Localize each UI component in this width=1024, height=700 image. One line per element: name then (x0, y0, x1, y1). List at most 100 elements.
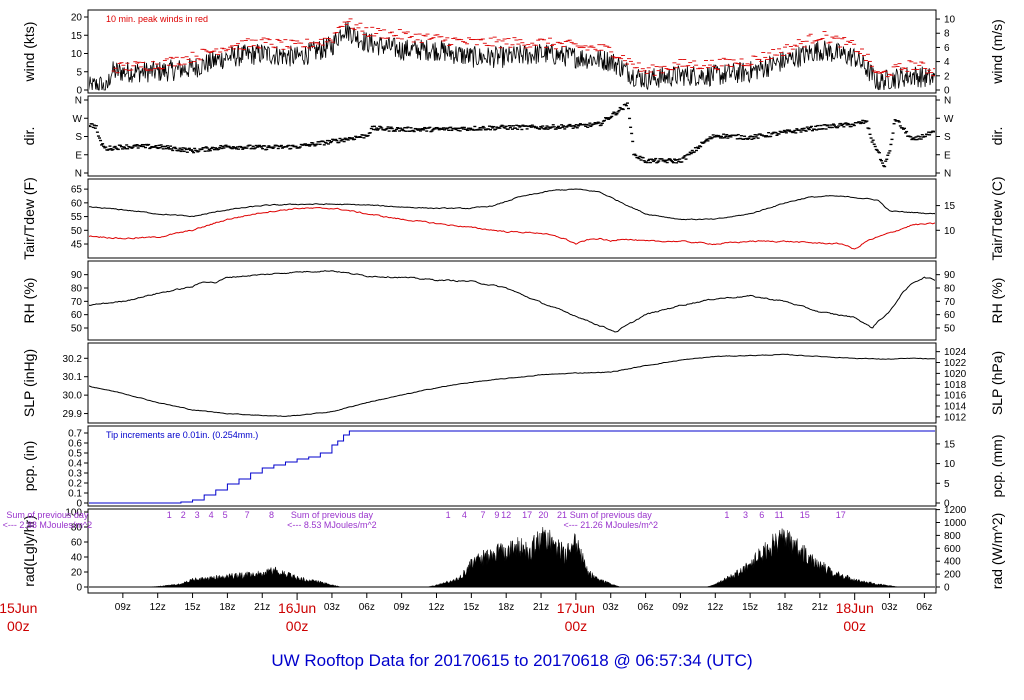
pcp-ytick-label-left: 0.2 (68, 479, 82, 490)
rad-hour-mark: 6 (759, 510, 764, 520)
rad-hour-mark: 8 (269, 510, 274, 520)
day-label-hour: 00z (286, 618, 309, 634)
rh-ytick-label-right: 90 (944, 270, 956, 281)
pcp-ytick-label-right: 10 (944, 459, 956, 470)
time-tick-label: 21z (254, 602, 270, 613)
rh-ytick-label-right: 60 (944, 310, 956, 321)
dir-ytick-label-left: N (75, 169, 82, 180)
temp-ytick-label-left: 45 (71, 240, 83, 251)
day-label-hour: 00z (7, 618, 30, 634)
wind-ytick-label-right: 2 (944, 71, 950, 82)
slp-ytick-label-left: 30.0 (63, 391, 83, 402)
temp-series-2 (89, 206, 935, 250)
rad-daily-sum-value: <--- 2.88 MJoules/m^2 (3, 520, 93, 530)
rh-ytick-label-left: 60 (71, 310, 83, 321)
time-tick-label: 12z (707, 602, 723, 613)
time-tick-label: 03z (324, 602, 340, 613)
pcp-frame (87, 425, 937, 507)
rad-hour-mark: 21 (557, 510, 567, 520)
panel-temp: Tair/Tdew (F) Tair/Tdew (C) 45 50 55 60 65 10 15 (21, 176, 1005, 260)
wind-ytick-label-right: 8 (944, 29, 950, 40)
time-tick-label: 15z (742, 602, 758, 613)
dir-series-group (89, 102, 935, 168)
pcp-ytick-label-left: 0.7 (68, 429, 82, 440)
wind-ytick-label-right: 6 (944, 43, 950, 54)
pcp-series-group (89, 430, 935, 504)
panel-rad: rad(Lgly/hr) rad (W/m^2)02040608010002004… (3, 505, 1005, 594)
slp-ytick-label-right: 1022 (944, 358, 967, 369)
wind-annotation: 10 min. peak winds in red (106, 14, 208, 24)
slp-series-1 (89, 353, 935, 417)
rh-ytick-label-left: 70 (71, 297, 83, 308)
rh-ylabel-left: RH (%) (21, 278, 37, 324)
time-tick-label: 15z (463, 602, 479, 613)
pcp-ytick-label-left: 0.1 (68, 489, 82, 500)
rh-series-1 (89, 270, 935, 333)
temp-ylabel-left: Tair/Tdew (F) (21, 177, 37, 259)
rad-hour-mark: 2 (181, 510, 186, 520)
time-tick-label: 03z (881, 602, 897, 613)
temp-ytick-label-left: 55 (71, 212, 83, 223)
time-tick-label: 18z (219, 602, 235, 613)
rad-series-1 (89, 526, 935, 588)
wind-ytick-label-left: 0 (76, 86, 82, 97)
dir-ylabel-right: dir. (989, 127, 1005, 146)
rad-ytick-label-left: 60 (71, 538, 83, 549)
rad-ytick-label-right: 200 (944, 570, 961, 581)
time-tick-label: 09z (115, 602, 131, 613)
pcp-ylabel-right: pcp. (mm) (989, 435, 1005, 498)
rh-ytick-label-right: 70 (944, 297, 956, 308)
rad-ytick-label-right: 400 (944, 557, 961, 568)
slp-ytick-label-right: 1024 (944, 347, 967, 358)
pcp-ytick-label-right: 0 (944, 499, 950, 510)
rad-hour-mark: 12 (501, 510, 511, 520)
rad-daily-sum-value: <--- 21.26 MJoules/m^2 (563, 520, 658, 530)
wind-series-1 (89, 21, 935, 91)
rad-hour-mark: 11 (775, 510, 784, 520)
temp-ytick-label-right: 10 (944, 226, 956, 237)
pcp-ylabel-left: pcp. (in) (21, 441, 37, 492)
dir-ytick-label-left: E (75, 150, 82, 161)
time-tick-label: 18z (777, 602, 793, 613)
panel-rh: RH (%) RH (%) 50 60 70 80 90 50 60 70 80 90 (21, 260, 1005, 341)
rad-hour-mark: 7 (480, 510, 485, 520)
slp-ylabel-left: SLP (inHg) (21, 349, 37, 417)
rad-ytick-label-right: 0 (944, 583, 950, 594)
wind-ytick-label-right: 10 (944, 15, 956, 26)
rad-ytick-label-left: 100 (65, 508, 82, 519)
temp-ytick-label-right: 15 (944, 201, 956, 212)
pcp-ytick-label-left: 0.3 (68, 469, 82, 480)
rad-ylabel-left: rad(Lgly/hr) (21, 515, 37, 587)
panel-wind: wind (kts) wind (m/s) 0 5 10 15 20 0 2 4 6 8 10 10 mi… (21, 9, 1005, 97)
time-tick-label: 06z (359, 602, 375, 613)
rad-hour-mark: 3 (743, 510, 748, 520)
rad-ytick-label-left: 20 (71, 568, 83, 579)
rad-hour-mark: 1 (446, 510, 451, 520)
rad-hour-mark: 20 (538, 510, 548, 520)
dir-ytick-label-right: S (944, 132, 951, 143)
pcp-annotation: Tip increments are 0.01in. (0.254mm.) (106, 430, 258, 440)
dir-ylabel-left: dir. (21, 127, 37, 146)
dir-ytick-label-right: N (944, 96, 951, 107)
day-label-date: 15Jun (0, 600, 37, 616)
slp-ytick-label-right: 1014 (944, 402, 967, 413)
time-tick-label: 21z (812, 602, 828, 613)
temp-series-group (89, 188, 935, 250)
rad-hour-mark: 17 (522, 510, 532, 520)
rh-ytick-label-right: 50 (944, 324, 956, 335)
rh-ytick-label-left: 90 (71, 270, 83, 281)
wind-ytick-label-right: 0 (944, 86, 950, 97)
time-tick-label: 21z (533, 602, 549, 613)
rh-series-group (89, 270, 935, 333)
rad-ytick-label-left: 0 (76, 583, 82, 594)
dir-frame (87, 95, 937, 177)
wind-ytick-label-left: 20 (71, 13, 83, 24)
wind-frame (87, 9, 937, 94)
rad-daily-sum-label: Sum of previous day (291, 510, 374, 520)
temp-ylabel-right: Tair/Tdew (C) (989, 176, 1005, 260)
slp-ytick-label-right: 1018 (944, 380, 967, 391)
slp-ytick-label-right: 1012 (944, 412, 967, 423)
rh-ylabel-right: RH (%) (989, 278, 1005, 324)
time-tick-label: 09z (394, 602, 410, 613)
